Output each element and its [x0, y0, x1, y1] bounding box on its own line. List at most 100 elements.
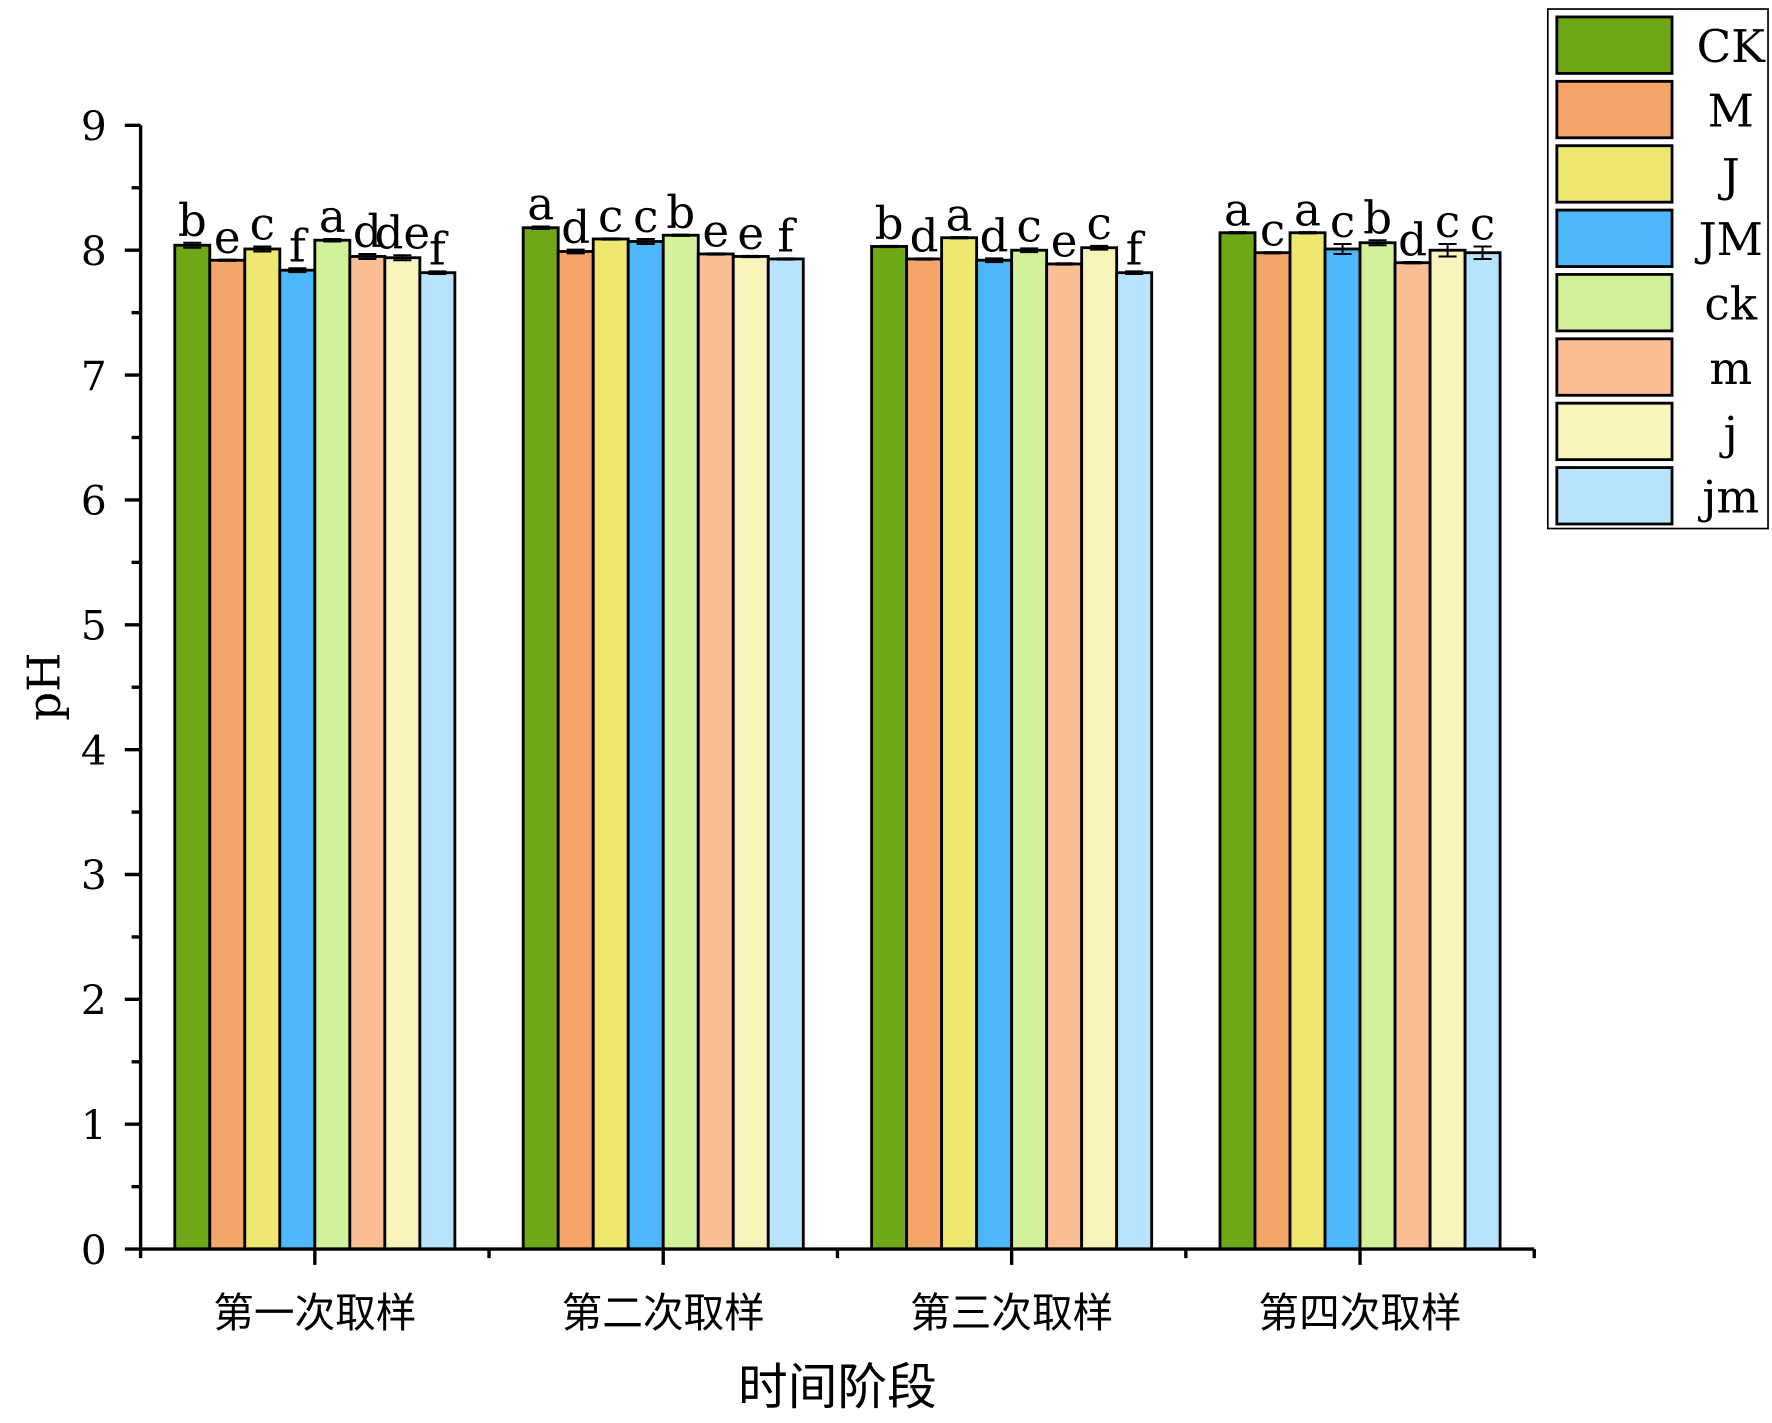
y-tick-label: 9: [81, 102, 107, 150]
error-bar: [288, 267, 307, 274]
bar-ck-1: [313, 238, 352, 1251]
significance-letter: a: [527, 178, 554, 231]
bar-J-2: [591, 237, 630, 1251]
significance-letter: a: [1224, 183, 1251, 236]
legend-swatch-m: [1555, 337, 1674, 397]
y-tick-label: 7: [81, 352, 107, 400]
bar-m-2: [696, 252, 735, 1251]
significance-letter: e: [702, 205, 729, 258]
y-tick-label: 1: [81, 1101, 107, 1149]
significance-letter: c: [1330, 195, 1355, 248]
significance-letter: e: [214, 211, 241, 264]
bar-ck-3: [1010, 248, 1049, 1251]
error-bar: [1020, 247, 1039, 254]
error-bar: [671, 233, 690, 237]
error-bar: [1090, 244, 1109, 251]
bar-jm-3: [1115, 271, 1154, 1251]
bar-j-4: [1428, 248, 1467, 1251]
bar-j-3: [1080, 246, 1119, 1251]
bar-JM-2: [626, 240, 665, 1251]
significance-letter: c: [1260, 203, 1285, 256]
bar-J-4: [1288, 231, 1327, 1251]
significance-letter: d: [561, 201, 590, 254]
x-tick-label: 第二次取样: [562, 1289, 765, 1337]
legend-label: CK: [1697, 20, 1767, 73]
bar-j-1: [383, 256, 422, 1251]
error-bar: [706, 252, 725, 256]
significance-letter: c: [633, 190, 658, 243]
legend-label: JM: [1695, 213, 1763, 266]
error-bar: [323, 237, 342, 243]
bar-JM-1: [278, 268, 317, 1251]
error-bar: [1403, 261, 1422, 265]
legend-swatch-CK: [1555, 15, 1674, 75]
bar-jm-1: [418, 271, 457, 1251]
significance-letter: f: [429, 223, 449, 276]
x-axis-label: 时间阶段: [738, 1358, 937, 1416]
legend-label: ck: [1704, 278, 1757, 331]
significance-letter: e: [1051, 215, 1078, 268]
legend-label: j: [1719, 406, 1738, 459]
error-bar: [1438, 242, 1457, 258]
error-bar: [1055, 262, 1074, 266]
legend-label: M: [1708, 84, 1754, 137]
error-bar: [1473, 245, 1492, 260]
error-bar: [915, 257, 934, 261]
bar-JM-4: [1323, 247, 1362, 1251]
error-bar: [601, 237, 620, 241]
error-bar: [985, 257, 1004, 264]
significance-letter: b: [666, 186, 695, 239]
significance-letter: a: [946, 188, 973, 241]
significance-letter: b: [875, 197, 904, 250]
y-tick-label: 5: [81, 601, 107, 649]
significance-letter: c: [1470, 198, 1495, 251]
error-bar: [218, 258, 237, 262]
significance-letter: c: [1435, 195, 1460, 248]
significance-letter: c: [1016, 200, 1041, 253]
y-tick-label: 4: [81, 726, 107, 774]
legend-swatch-M: [1555, 79, 1674, 140]
significance-letter: c: [598, 190, 623, 243]
bar-CK-3: [870, 245, 909, 1251]
bar-m-1: [348, 255, 387, 1251]
error-bar: [253, 245, 272, 253]
legend-label: jm: [1697, 471, 1759, 524]
y-tick-label: 0: [81, 1226, 107, 1274]
y-tick-label: 8: [81, 227, 107, 275]
significance-letter: a: [319, 190, 346, 243]
significance-letter: f: [777, 210, 797, 263]
bar-jm-4: [1463, 251, 1502, 1251]
error-bar: [880, 244, 899, 249]
bar-ck-4: [1358, 241, 1397, 1251]
y-tick-label: 2: [81, 976, 107, 1024]
legend-swatch-J: [1555, 144, 1674, 204]
significance-letter: c: [1087, 197, 1112, 250]
legend-swatch-jm: [1555, 466, 1674, 526]
axes-layer: 第一次取样 第二次取样 第三次取样 第四次取样 0 1 2 3 4 5 6 7 8 9: [81, 102, 1536, 1337]
y-axis-label: pH: [17, 653, 70, 721]
bar-CK-1: [173, 243, 212, 1251]
bar-M-1: [208, 258, 247, 1251]
significance-letter: a: [1294, 183, 1321, 236]
x-tick-label: 第四次取样: [1258, 1289, 1461, 1337]
legend-label: J: [1718, 149, 1740, 202]
significance-letter: e: [737, 207, 764, 260]
error-bar: [950, 236, 969, 240]
bar-ck-2: [661, 233, 700, 1251]
bar-J-1: [243, 247, 282, 1251]
bar-m-4: [1393, 261, 1432, 1251]
bar-J-3: [940, 236, 979, 1251]
y-tick-label: 3: [81, 851, 107, 899]
error-bar: [1333, 242, 1352, 255]
significance-letter: d: [910, 210, 939, 263]
legend-swatch-j: [1555, 401, 1674, 462]
significance-letter: d: [1398, 213, 1427, 266]
error-bar: [741, 254, 760, 259]
significance-letter: de: [375, 206, 431, 259]
significance-letter: f: [1126, 223, 1146, 276]
bar-CK-2: [521, 226, 560, 1251]
bar-M-4: [1253, 251, 1292, 1251]
significance-letter: b: [1363, 191, 1392, 244]
error-bar: [566, 248, 585, 255]
